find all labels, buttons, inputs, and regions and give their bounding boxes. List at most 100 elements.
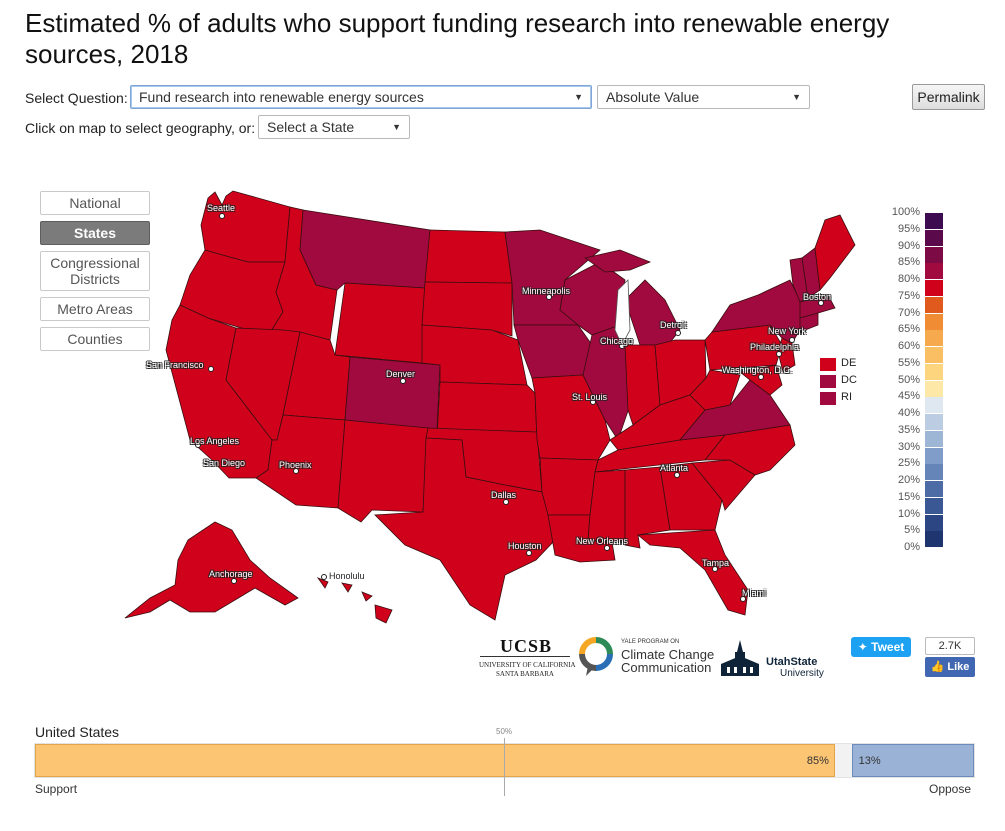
tweet-label: Tweet: [871, 640, 905, 654]
city-marker-minneapolis: [546, 294, 552, 300]
legend-row: 100%: [865, 206, 945, 230]
thumbs-up-icon: 👍: [930, 661, 945, 673]
geo-congressional-districts-button[interactable]: Congressional Districts: [40, 251, 150, 291]
legend-tick-label: 0%: [904, 541, 920, 553]
legend-swatch: [925, 296, 943, 313]
geo-label: Click on map to select geography, or:: [25, 120, 256, 136]
legend-swatch: [925, 481, 943, 497]
state-wyoming[interactable]: [334, 282, 426, 364]
tweet-button[interactable]: ✦ Tweet: [851, 637, 911, 657]
geo-states-button[interactable]: States: [40, 221, 150, 245]
city-marker-honolulu: [321, 574, 327, 580]
state-select[interactable]: Select a State ▼: [258, 115, 410, 139]
city-marker-los-angeles: [195, 442, 201, 448]
like-count: 2.7K: [925, 637, 975, 655]
state-north-dakota[interactable]: [424, 229, 513, 284]
state-alaska[interactable]: [124, 521, 299, 619]
legend-tick-label: 80%: [897, 273, 920, 285]
small-state-dc[interactable]: DC: [819, 374, 857, 389]
legend-tick-label: 75%: [897, 289, 920, 302]
chevron-down-icon: ▼: [392, 122, 401, 132]
legend-tick-label: 85%: [897, 256, 920, 269]
geo-national-button[interactable]: National: [40, 191, 150, 215]
city-marker-tampa: [712, 566, 718, 572]
legend-tick-label: 100%: [891, 206, 920, 218]
yale-small-text: YALE PROGRAM ON: [621, 639, 680, 645]
support-value-label: 85%: [806, 755, 829, 767]
city-label-tampa: Tampa: [702, 558, 730, 568]
legend-tick-label: 55%: [897, 356, 920, 369]
state-michigan[interactable]: [624, 279, 681, 346]
legend-row: 20%: [865, 474, 945, 498]
legend-tick-label: 10%: [897, 507, 920, 520]
city-marker-miami: [740, 596, 746, 602]
city-label-minneapolis: Minneapolis: [522, 286, 571, 296]
city-marker-atlanta: [674, 472, 680, 478]
city-label-houston: Houston: [508, 541, 542, 551]
city-marker-seattle: [219, 213, 225, 219]
legend-swatch: [925, 229, 943, 246]
small-state-de[interactable]: DE: [819, 357, 856, 372]
midpoint-label: 50%: [496, 727, 513, 736]
state-michigan-up[interactable]: [584, 249, 652, 273]
legend-swatch: [925, 347, 943, 363]
ucsb-logo-text: UCSB: [500, 636, 553, 656]
city-label-los-angeles: Los Angeles: [190, 436, 240, 446]
question-select-value: Fund research into renewable energy sour…: [139, 89, 424, 105]
small-state-swatch: [819, 391, 837, 406]
city-label-new-orleans: New Orleans: [576, 536, 629, 546]
legend-row: 55%: [865, 357, 945, 381]
legend-tick-label: 35%: [897, 423, 920, 436]
legend-tick-label: 20%: [897, 474, 920, 486]
city-marker-new-york: [789, 337, 795, 343]
question-select[interactable]: Fund research into renewable energy sour…: [130, 85, 592, 109]
small-state-ri[interactable]: RI: [819, 391, 852, 406]
state-maryland[interactable]: [739, 364, 783, 396]
page-title: Estimated % of adults who support fundin…: [25, 8, 890, 69]
legend-swatch: [925, 497, 943, 514]
permalink-button[interactable]: Permalink: [912, 84, 985, 110]
legend-tick-label: 70%: [897, 306, 920, 319]
legend-swatch: [925, 414, 943, 430]
state-west-virginia[interactable]: [689, 369, 741, 411]
usu-line-2: University: [780, 668, 824, 679]
legend-swatch: [925, 213, 943, 229]
oppose-value-label: 13%: [858, 755, 881, 767]
city-label-new-york: New York: [768, 326, 807, 336]
state-south-dakota[interactable]: [421, 281, 513, 337]
state-new-mexico[interactable]: [337, 419, 429, 523]
legend-swatch: [925, 280, 943, 296]
legend-swatch: [925, 447, 943, 464]
geo-metro-areas-button[interactable]: Metro Areas: [40, 297, 150, 321]
oppose-segment: [851, 744, 974, 777]
state-georgia[interactable]: [659, 462, 723, 531]
legend-swatch: [925, 464, 943, 481]
legend-row: 0%: [865, 541, 945, 565]
measure-select-value: Absolute Value: [606, 89, 700, 105]
state-washington[interactable]: [200, 190, 291, 263]
summary-geo-name: United States: [35, 724, 120, 740]
city-marker-new-orleans: [604, 545, 610, 551]
state-texas[interactable]: [374, 437, 556, 621]
state-arkansas[interactable]: [539, 457, 599, 516]
old-main-building-icon: [721, 640, 759, 676]
state-florida[interactable]: [636, 529, 749, 616]
state-iowa[interactable]: [513, 324, 593, 379]
state-select-value: Select a State: [267, 119, 355, 135]
city-label-denver: Denver: [386, 369, 416, 379]
measure-select[interactable]: Absolute Value ▼: [597, 85, 810, 109]
geo-counties-button[interactable]: Counties: [40, 327, 150, 351]
legend-swatch: [925, 531, 943, 548]
state-colorado[interactable]: [344, 356, 441, 431]
state-massachusetts[interactable]: [799, 294, 836, 319]
state-montana[interactable]: [299, 209, 431, 291]
legend-row: 50%: [865, 374, 945, 398]
facebook-like-button[interactable]: 👍 Like: [925, 657, 975, 677]
city-marker-detroit: [675, 330, 681, 336]
state-maine[interactable]: [814, 214, 856, 291]
legend-swatch: [925, 330, 943, 347]
state-hawaii[interactable]: [316, 577, 393, 624]
state-south-carolina[interactable]: [691, 459, 756, 511]
city-label-st-louis: St. Louis: [572, 392, 608, 402]
